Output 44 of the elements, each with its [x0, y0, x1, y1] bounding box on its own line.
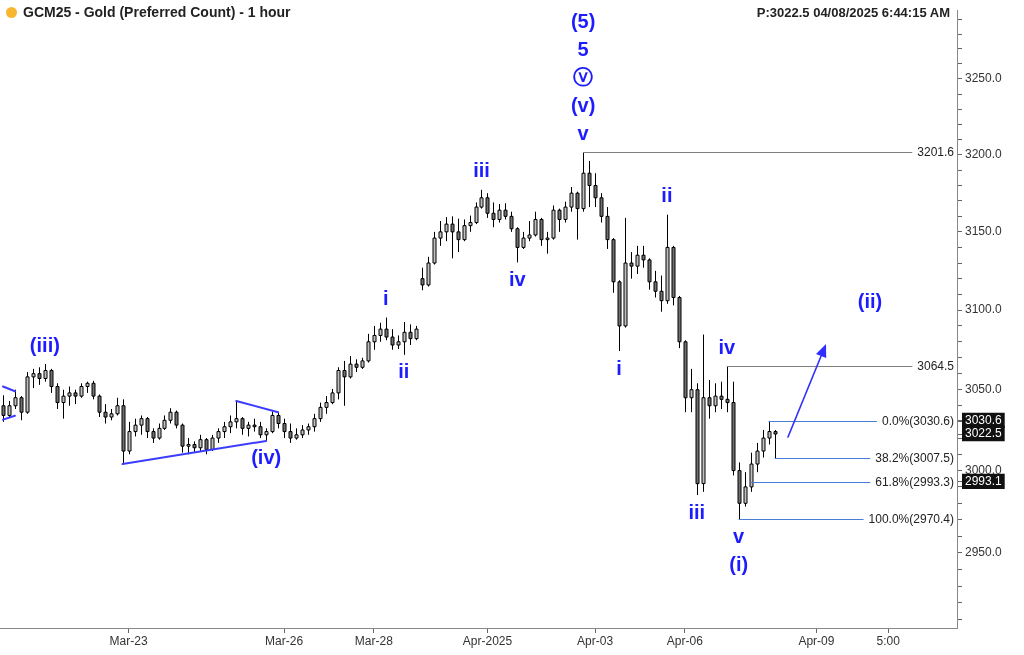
- ref-line-label: 38.2%(3007.5): [875, 450, 954, 465]
- y-tick-label: 2993.1: [965, 474, 1003, 489]
- chart-title: GCM25 - Gold (Preferred Count) - 1 hour: [23, 4, 291, 20]
- y-tick-label: 3050.0: [965, 382, 1003, 397]
- y-tick-label: 3150.0: [965, 224, 1003, 239]
- annotation: ii: [398, 360, 410, 383]
- annotation: i: [383, 287, 389, 310]
- annotation: (v): [570, 93, 596, 116]
- annotation: iii: [688, 500, 706, 523]
- annotation: (5): [570, 9, 596, 32]
- ref-line-label: 61.8%(2993.3): [875, 474, 954, 489]
- annotation: i: [616, 356, 622, 379]
- y-tick-label: 3030.6: [965, 413, 1003, 428]
- annotation: (ii): [857, 289, 883, 312]
- annotation: ii: [661, 184, 673, 207]
- x-tick-label: Apr-06: [666, 633, 704, 648]
- ref-line-label: 3064.5: [917, 358, 955, 373]
- chart-subtitle: P:3022.5 04/08/2025 6:44:15 AM: [756, 5, 950, 20]
- y-tick-label: 3200.0: [965, 147, 1003, 162]
- annotation: ⓥ: [573, 65, 594, 88]
- y-tick-label: 2950.0: [965, 545, 1003, 560]
- annotation: (i): [729, 552, 749, 575]
- y-tick-label: 3022.5: [965, 426, 1003, 441]
- annotation: iv: [718, 336, 736, 359]
- x-tick-label: Mar-23: [109, 633, 148, 648]
- ref-line-label: 100.0%(2970.4): [868, 511, 954, 526]
- ref-line-label: 0.0%(3030.6): [881, 413, 954, 428]
- y-tick-label: 3250.0: [965, 71, 1003, 86]
- annotation: 5: [577, 37, 589, 60]
- annotation: iii: [473, 159, 490, 182]
- x-tick-label: Apr-03: [577, 633, 614, 648]
- annotation: v: [733, 524, 746, 547]
- x-tick-label: Apr-09: [798, 633, 835, 648]
- x-tick-label: 5:00: [876, 633, 901, 648]
- y-tick-label: 3000.0: [965, 462, 1003, 477]
- x-tick-label: Mar-28: [354, 633, 394, 648]
- annotation: (iv): [251, 446, 282, 469]
- x-tick-label: Mar-26: [265, 633, 304, 648]
- annotation: iv: [509, 267, 527, 290]
- ref-line-label: 3201.6: [917, 144, 955, 159]
- y-tick-label: 3100.0: [965, 302, 1003, 317]
- annotation: (iii): [29, 333, 60, 356]
- x-tick-label: Apr-2025: [462, 633, 513, 648]
- annotation: v: [577, 121, 590, 144]
